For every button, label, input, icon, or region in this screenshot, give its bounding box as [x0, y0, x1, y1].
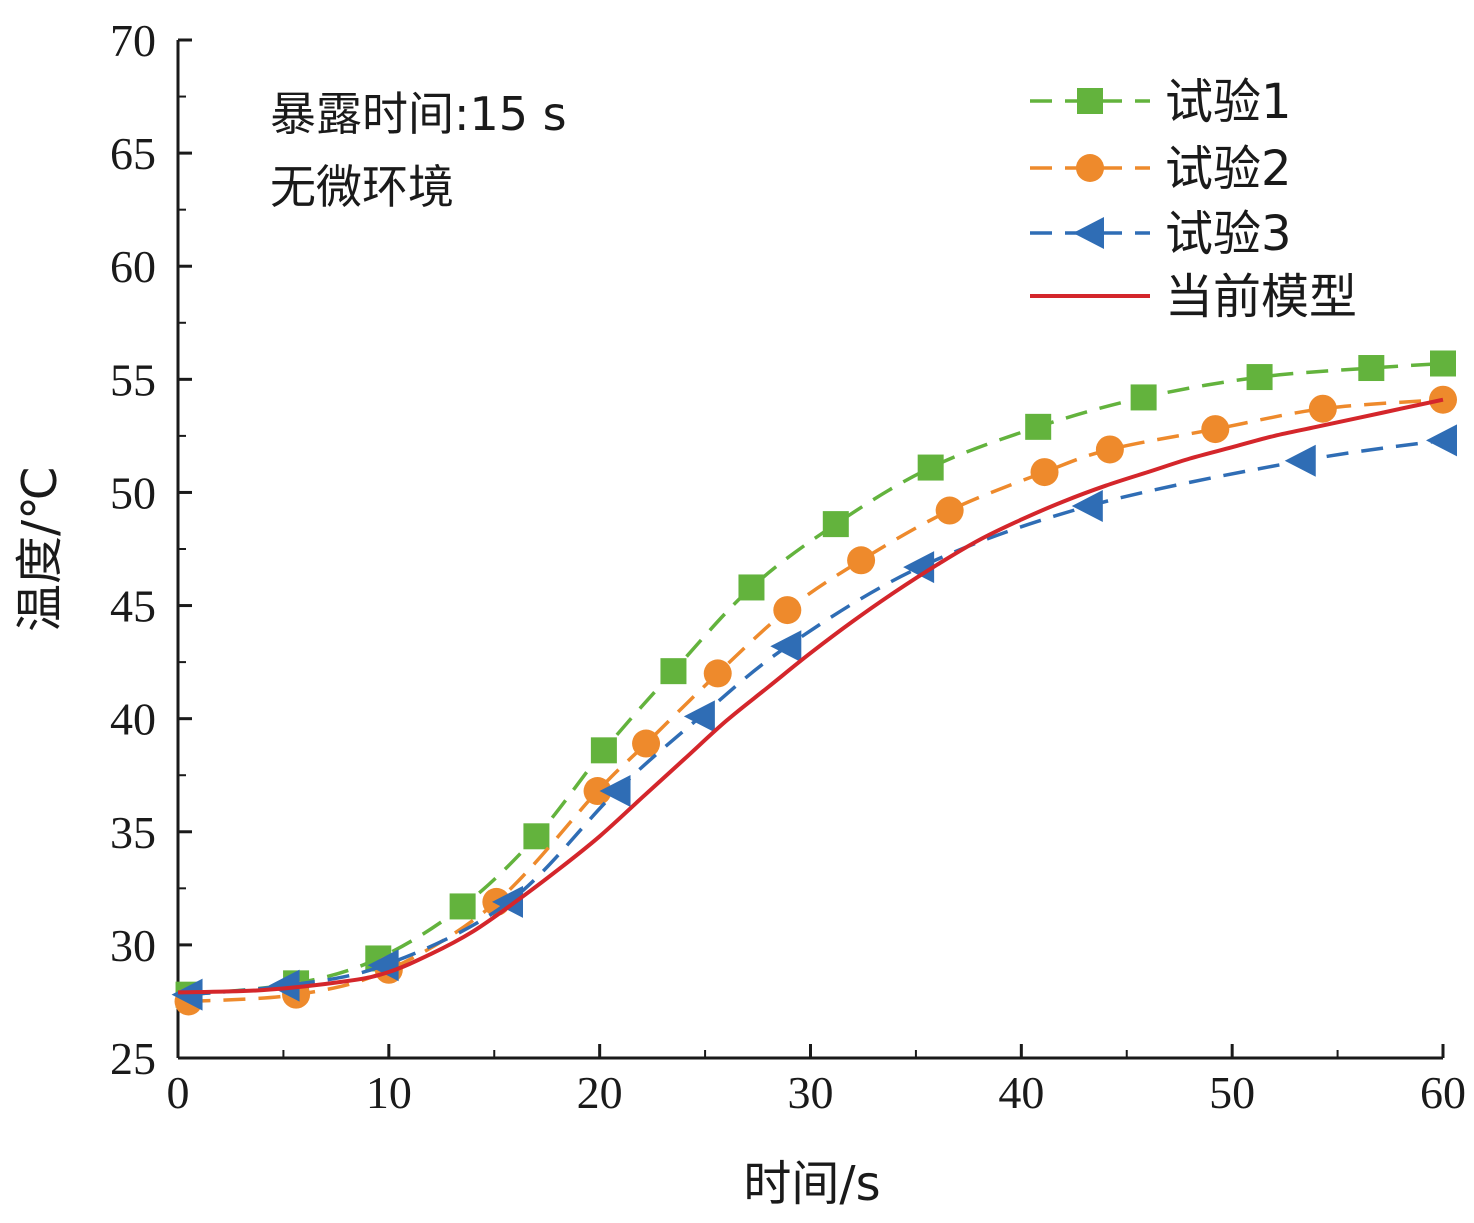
- legend-label-3: 试验3: [1165, 206, 1292, 262]
- data-point: [1201, 415, 1230, 444]
- data-point: [770, 630, 802, 663]
- data-point: [1284, 444, 1316, 477]
- x-tick-label: 50: [1209, 1067, 1255, 1118]
- y-tick-label: 35: [110, 807, 156, 858]
- data-point: [738, 574, 765, 601]
- y-tick-label: 25: [110, 1033, 156, 1084]
- y-ticks: 25 30 35 40 45 50 55 60 65 70: [110, 15, 192, 1084]
- y-tick-label: 60: [110, 241, 156, 292]
- data-point: [847, 546, 876, 575]
- annotation-exposure-time: 暴露时间:15 s: [270, 87, 567, 141]
- y-tick-label: 70: [110, 15, 156, 66]
- data-point: [1025, 413, 1052, 440]
- series-line-1: [188, 361, 1444, 997]
- legend-marker-3: [1073, 217, 1104, 249]
- legend-label-4: 当前模型: [1165, 269, 1357, 325]
- x-tick-label: 40: [998, 1067, 1044, 1118]
- data-point: [1429, 385, 1457, 414]
- series-4: [177, 397, 1444, 995]
- x-ticks: 0 10 20 30 40 50 60: [167, 1044, 1466, 1118]
- data-point: [935, 496, 964, 525]
- y-tick-label: 40: [110, 694, 156, 745]
- data-point: [583, 777, 612, 806]
- series-1: [175, 350, 1456, 1008]
- legend-label-1: 试验1: [1165, 74, 1292, 130]
- data-point: [660, 658, 687, 685]
- series-2: [174, 385, 1457, 1016]
- data-point: [599, 775, 631, 808]
- data-point: [822, 511, 849, 538]
- data-point: [492, 885, 524, 918]
- legend-label-2: 试验2: [1165, 141, 1292, 197]
- data-point: [1358, 355, 1385, 382]
- y-axis-title: 温度/℃: [12, 466, 68, 632]
- data-point: [449, 893, 476, 920]
- legend: 试验1 试验2 试验3 当前模型: [1030, 74, 1357, 325]
- data-point: [171, 978, 203, 1011]
- series-line-4: [177, 397, 1444, 995]
- data-point: [683, 700, 715, 733]
- series-3: [171, 424, 1457, 1011]
- data-point: [590, 737, 617, 764]
- legend-marker-2: [1076, 154, 1104, 182]
- data-point: [1071, 490, 1103, 523]
- x-axis-title: 时间/s: [743, 1156, 880, 1212]
- data-point: [703, 659, 732, 688]
- data-point: [773, 596, 802, 625]
- series-layer: [171, 350, 1457, 1016]
- y-tick-label: 45: [110, 581, 156, 632]
- data-point: [1426, 424, 1457, 457]
- x-tick-label: 10: [366, 1067, 412, 1118]
- data-point: [1030, 458, 1059, 487]
- annotation-no-microenvironment: 无微环境: [270, 160, 454, 214]
- y-tick-label: 65: [110, 128, 156, 179]
- x-tick-label: 0: [167, 1067, 190, 1118]
- legend-marker-1: [1077, 88, 1103, 114]
- data-point: [523, 823, 550, 850]
- series-line-2: [188, 397, 1444, 1004]
- data-point: [632, 729, 661, 758]
- x-tick-label: 20: [577, 1067, 623, 1118]
- data-point: [1095, 435, 1124, 464]
- data-point: [917, 454, 944, 481]
- data-point: [1430, 350, 1456, 377]
- y-tick-label: 55: [110, 354, 156, 405]
- data-point: [903, 551, 935, 584]
- data-point: [268, 969, 300, 1002]
- data-point: [1246, 364, 1273, 391]
- series-line-3: [188, 438, 1444, 997]
- y-tick-label: 50: [110, 467, 156, 518]
- x-tick-label: 60: [1420, 1067, 1466, 1118]
- data-point: [1308, 394, 1337, 423]
- x-tick-label: 30: [788, 1067, 834, 1118]
- y-tick-label: 30: [110, 920, 156, 971]
- data-point: [1130, 384, 1157, 411]
